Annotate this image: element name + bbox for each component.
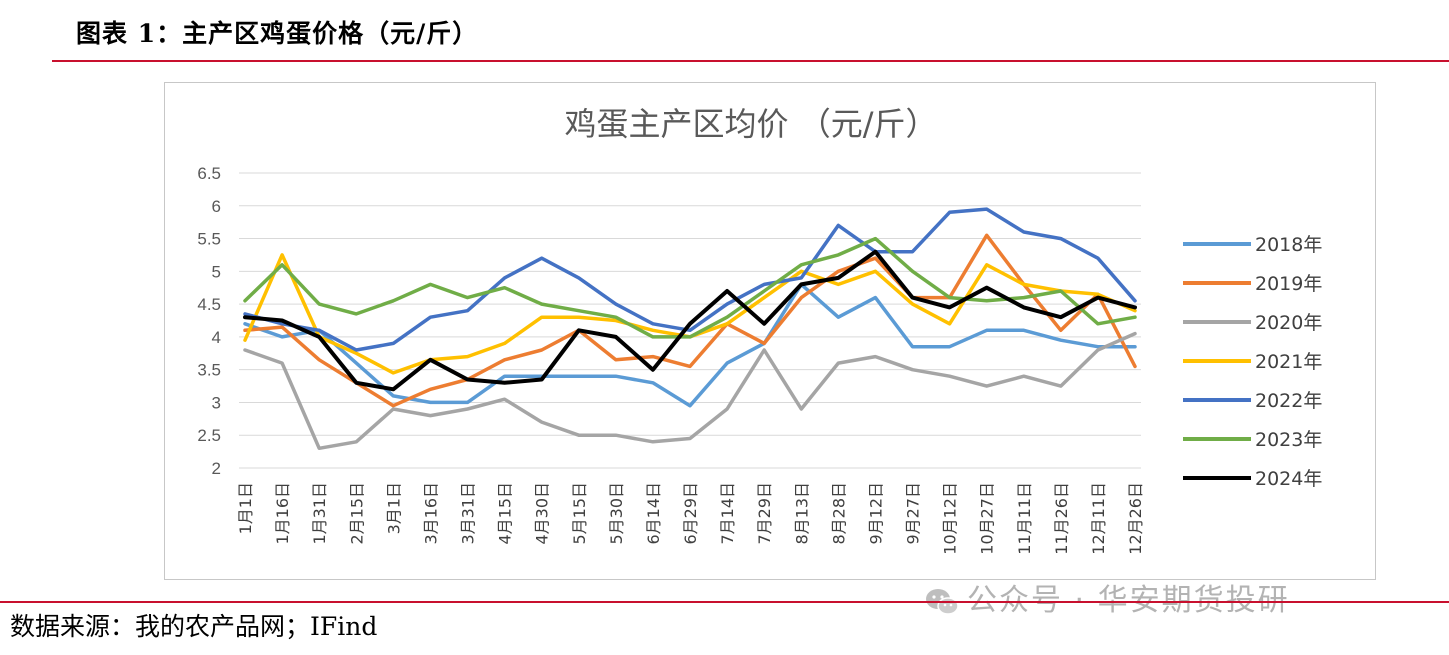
x-tick-label: 6月29日 (681, 482, 700, 545)
x-tick-label: 12月11日 (1089, 482, 1108, 555)
x-tick-label: 1月31日 (310, 482, 329, 545)
x-tick-label: 4月30日 (533, 482, 552, 545)
legend-label: 2023年 (1255, 429, 1322, 451)
legend-label: 2022年 (1255, 390, 1322, 412)
x-tick-label: 3月31日 (459, 482, 478, 545)
x-tick-label: 8月28日 (829, 482, 848, 545)
x-tick-label: 12月26日 (1126, 482, 1145, 555)
data-source: 数据来源：我的农产品网；IFind (10, 612, 378, 641)
x-tick-label: 5月30日 (607, 482, 626, 545)
x-tick-label: 9月12日 (866, 482, 885, 545)
figure-title: 图表 1：主产区鸡蛋价格（元/斤） (76, 19, 479, 48)
egg-price-line-chart: 鸡蛋主产区均价 （元/斤） 6.565.554.543.532.52 1月1日 1… (197, 105, 1322, 555)
y-tick-label: 5.5 (197, 230, 221, 249)
x-tick-label: 6月14日 (644, 482, 663, 545)
chart-frame: 鸡蛋主产区均价 （元/斤） 6.5 6 5.5 5 4.5 4 3.5 3 2.5 2 1月1日 1… (164, 82, 1376, 580)
y-tick-label: 2.5 (197, 426, 221, 445)
x-tick-label: 2月15日 (347, 482, 366, 545)
legend-label: 2020年 (1255, 312, 1322, 334)
y-tick-label: 6 (212, 197, 221, 216)
x-tick-label: 7月14日 (718, 482, 737, 545)
legend-label: 2021年 (1255, 351, 1322, 373)
x-tick-label: 8月13日 (792, 482, 811, 545)
x-tick-label: 11月11日 (1015, 482, 1034, 555)
bottom-divider (0, 601, 1449, 603)
y-tick-label: 2 (212, 459, 221, 478)
series-line-2019年 (243, 233, 1137, 408)
legend-label: 2024年 (1255, 468, 1322, 490)
x-tick-label: 7月29日 (755, 482, 774, 545)
series-line-2021年 (243, 253, 1137, 375)
top-divider (52, 60, 1449, 62)
y-tick-label: 3 (212, 393, 221, 412)
legend-label: 2018年 (1255, 234, 1322, 256)
series-line-2022年 (243, 207, 1137, 352)
x-tick-label: 5月15日 (570, 482, 589, 545)
legend-label: 2019年 (1255, 273, 1322, 295)
x-axis: 1月1日 1月16日 1月31日 2月15日 3月1日 3月16日 3月31日 4月15日 4月… (236, 482, 1145, 555)
watermark: 公众号 · 华安期货投研 (925, 575, 1290, 619)
y-tick-label: 4.5 (197, 295, 221, 314)
y-tick-label: 4 (212, 328, 221, 347)
x-tick-label: 3月1日 (384, 482, 403, 534)
x-tick-label: 3月16日 (421, 482, 440, 545)
x-tick-label: 4月15日 (496, 482, 515, 545)
series-lines (243, 207, 1137, 451)
series-line-2020年 (243, 331, 1137, 451)
x-tick-label: 10月12日 (941, 482, 960, 555)
y-axis: 6.5 6 5.5 5 4.5 4 3.5 3 2.5 2 (197, 164, 221, 478)
series-line-2024年 (243, 249, 1137, 392)
y-tick-label: 5 (212, 262, 221, 281)
series-line-2023年 (243, 236, 1137, 339)
watermark-text: 公众号 · 华安期货投研 (967, 583, 1290, 618)
x-tick-label: 1月1日 (236, 482, 255, 534)
x-tick-label: 1月16日 (273, 482, 292, 545)
series-line-2018年 (243, 282, 1137, 408)
x-tick-label: 10月27日 (978, 482, 997, 555)
legend: 2018年 2019年 2020年 2021年 2022年 2023年 2024年 (1183, 234, 1322, 490)
x-tick-label: 9月27日 (904, 482, 923, 545)
y-tick-label: 6.5 (197, 164, 221, 183)
x-tick-label: 11月26日 (1052, 482, 1071, 555)
y-tick-label: 3.5 (197, 361, 221, 380)
chart-title: 鸡蛋主产区均价 （元/斤） (565, 105, 938, 143)
